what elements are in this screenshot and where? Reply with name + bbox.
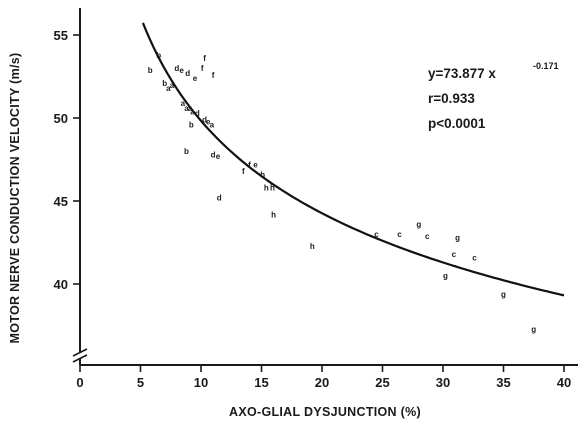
data-point: d bbox=[202, 116, 207, 125]
x-tick-label: 10 bbox=[194, 375, 208, 390]
x-tick-label: 0 bbox=[76, 375, 83, 390]
data-point: f bbox=[242, 167, 245, 176]
data-point: h bbox=[271, 210, 276, 219]
data-point: g bbox=[416, 220, 421, 229]
data-point: b bbox=[156, 51, 161, 60]
data-point: c bbox=[472, 253, 477, 262]
data-point: a bbox=[170, 81, 175, 90]
data-point: e bbox=[206, 117, 211, 126]
data-point: a bbox=[166, 84, 171, 93]
data-point: e bbox=[179, 66, 184, 75]
y-axis-title: MOTOR NERVE CONDUCTION VELOCITY (m/s) bbox=[8, 53, 22, 344]
y-tick-label: 50 bbox=[54, 111, 68, 126]
x-tick-label: 40 bbox=[557, 375, 571, 390]
x-tick-label: 20 bbox=[315, 375, 329, 390]
data-point: g bbox=[455, 234, 460, 243]
correlation-text: r=0.933 bbox=[428, 91, 475, 106]
x-tick-label: 15 bbox=[254, 375, 268, 390]
data-point: e bbox=[193, 74, 198, 83]
data-point: c bbox=[425, 232, 430, 241]
p-value-text: p<0.0001 bbox=[428, 116, 486, 131]
data-point: f bbox=[212, 71, 215, 80]
data-point: b bbox=[162, 79, 167, 88]
data-point: g bbox=[501, 290, 506, 299]
data-point: e bbox=[216, 152, 221, 161]
data-point: h bbox=[310, 242, 315, 251]
data-point: b bbox=[148, 66, 153, 75]
axis-break-mark bbox=[72, 348, 88, 357]
data-point: c bbox=[397, 230, 402, 239]
y-tick-label: 40 bbox=[54, 277, 68, 292]
axis-break-mark bbox=[72, 354, 88, 363]
data-point: c bbox=[374, 230, 379, 239]
x-tick-label: 5 bbox=[137, 375, 144, 390]
equation-annotation: y=73.877 x -0.171 r=0.933 p<0.0001 bbox=[428, 61, 559, 131]
y-tick-label: 55 bbox=[54, 28, 68, 43]
data-point: b bbox=[184, 147, 189, 156]
data-point: a bbox=[181, 99, 186, 108]
data-point: a bbox=[190, 107, 195, 116]
data-point: d bbox=[185, 69, 190, 78]
data-point: b bbox=[189, 121, 194, 130]
data-point: d bbox=[195, 109, 200, 118]
x-tick-label: 35 bbox=[496, 375, 510, 390]
x-tick-label: 25 bbox=[375, 375, 389, 390]
data-point: g bbox=[443, 272, 448, 281]
data-point: h bbox=[270, 184, 275, 193]
fit-curve bbox=[141, 22, 565, 297]
data-point: f bbox=[203, 54, 206, 63]
y-tick-label: 45 bbox=[54, 194, 68, 209]
data-point: d bbox=[217, 194, 222, 203]
x-axis-title: AXO-GLIAL DYSJUNCTION (%) bbox=[229, 405, 421, 419]
data-point: d bbox=[211, 151, 216, 160]
equation-exponent: -0.171 bbox=[533, 61, 559, 71]
data-point: f bbox=[201, 64, 204, 73]
data-point: h bbox=[260, 170, 265, 179]
x-tick-label: 30 bbox=[436, 375, 450, 390]
data-point: e bbox=[253, 160, 258, 169]
data-point: a bbox=[210, 121, 215, 130]
data-point: a bbox=[188, 104, 193, 113]
data-point: g bbox=[531, 325, 536, 334]
data-point: d bbox=[174, 64, 179, 73]
equation-text: y=73.877 x bbox=[428, 66, 496, 81]
fit-curve-group bbox=[141, 22, 565, 297]
axes bbox=[72, 8, 578, 366]
data-point: a bbox=[184, 104, 189, 113]
data-point: f bbox=[248, 160, 251, 169]
data-point: h bbox=[264, 184, 269, 193]
axis-break-gap bbox=[74, 352, 86, 359]
data-point: c bbox=[452, 250, 457, 259]
ticks: 0 5 10 15 20 25 30 35 40 40 45 50 55 bbox=[54, 28, 572, 390]
